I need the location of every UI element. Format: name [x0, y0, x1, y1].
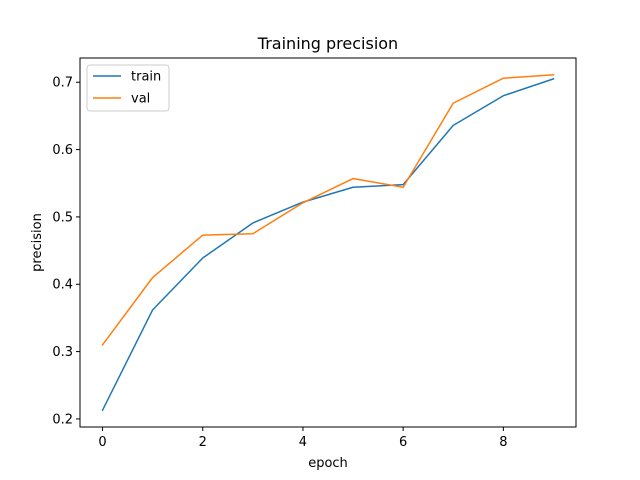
x-tick-label: 6 [399, 435, 407, 450]
x-axis: 0 2 4 6 8 [98, 427, 507, 450]
y-axis-label: precision [30, 213, 45, 272]
y-tick-label: 0.7 [52, 76, 73, 91]
y-tick-label: 0.5 [52, 210, 73, 225]
x-tick-label: 2 [199, 435, 207, 450]
x-tick-label: 8 [499, 435, 507, 450]
legend-entries: train val [93, 70, 161, 107]
series-line-train [101, 77, 555, 412]
y-tick-label: 0.3 [52, 345, 73, 360]
y-tick-label: 0.6 [52, 143, 73, 158]
plot-area [101, 74, 555, 412]
x-tick-label: 0 [98, 435, 106, 450]
y-tick-label: 0.4 [52, 278, 73, 293]
chart-title: Training precision [257, 34, 398, 53]
x-tick-label: 4 [299, 435, 307, 450]
legend-label-train: train [131, 70, 161, 85]
axes-frame [79, 57, 577, 428]
y-tick-label: 0.2 [52, 412, 73, 427]
series-line-val [101, 74, 555, 346]
x-axis-label: epoch [308, 456, 348, 471]
legend-label-val: val [131, 92, 150, 107]
legend: train val [86, 64, 170, 112]
y-axis: 0.2 0.3 0.4 0.5 0.6 0.7 [52, 76, 80, 427]
